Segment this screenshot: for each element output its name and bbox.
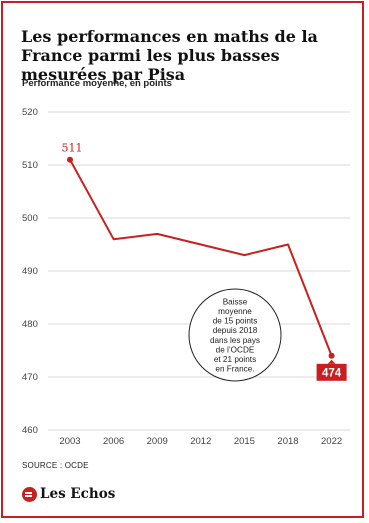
series-path [69, 159, 333, 357]
data-label-2003: 511 [62, 142, 83, 155]
chart-frame [1, 1, 364, 518]
data-label-box-2022 [316, 363, 347, 381]
annotation-line: et 21 points [214, 355, 256, 364]
y-tick-label: 460 [22, 425, 38, 436]
y-tick-label: 520 [22, 107, 38, 118]
source-note: SOURCE : OCDE [22, 461, 89, 470]
y-tick-label: 490 [22, 266, 38, 277]
annotation-line: de 15 points [213, 317, 258, 326]
annotation-line: dans les pays [210, 336, 260, 345]
y-axis-ticks: 460 470 480 490 500 510 520 [22, 107, 38, 436]
y-tick-label: 480 [22, 319, 38, 330]
x-tick-label: 2003 [59, 436, 80, 447]
data-label-2022: 474 [322, 367, 342, 379]
les-echos-logo-icon [22, 486, 37, 502]
point-labels: 511 474 [62, 142, 347, 381]
y-tick-label: 500 [22, 213, 38, 224]
x-tick-label: 2012 [190, 436, 211, 447]
x-tick-label: 2006 [103, 436, 124, 447]
brand-logo: Les Echos [22, 486, 115, 502]
x-axis-ticks: 2003 2006 2009 2012 2015 2018 2022 [59, 436, 342, 447]
x-tick-label: 2018 [277, 436, 298, 447]
annotation-bubble [188, 288, 282, 382]
y-tick-label: 510 [22, 160, 38, 171]
chart-title: Les performances en maths de la France p… [21, 27, 318, 84]
annotation-line: moyenne [218, 307, 252, 316]
annotation-line: Baisse [223, 297, 248, 306]
grid-lines [48, 111, 350, 431]
brand-name: Les Echos [40, 486, 116, 502]
x-tick-label: 2015 [234, 436, 255, 447]
series-line [67, 156, 335, 359]
data-point-2003 [67, 156, 73, 163]
chart-subtitle: Performance moyenne, en points [22, 78, 172, 89]
annotation-line: depuis 2018 [213, 326, 258, 335]
annotation-line: de l’OCDE [216, 345, 255, 354]
x-tick-label: 2022 [321, 436, 342, 447]
data-point-2022 [328, 352, 335, 359]
data-label-pointer [327, 359, 336, 364]
annotation-line: en France. [215, 365, 254, 374]
x-tick-label: 2009 [147, 436, 168, 447]
y-tick-label: 470 [22, 372, 38, 383]
